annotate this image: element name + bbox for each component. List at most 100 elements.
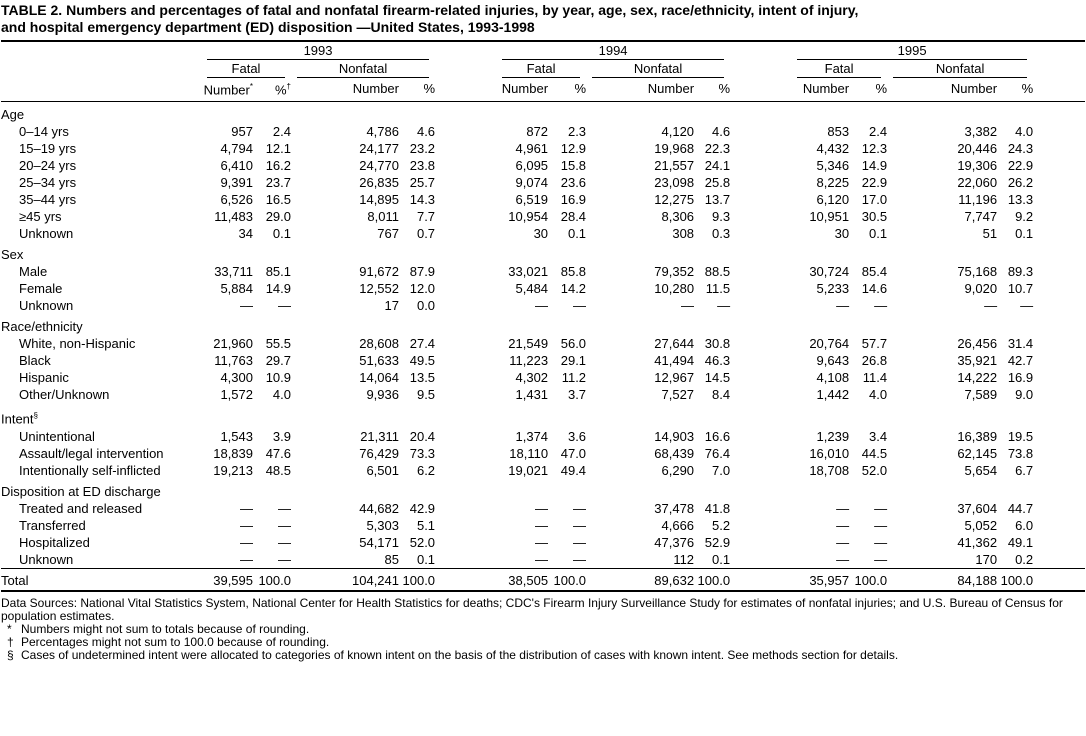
row-label: Male [19, 264, 48, 280]
cell: 52.0 [409, 534, 436, 550]
cell: 5,346 [816, 158, 850, 174]
cell: — [717, 298, 731, 314]
spacer [1033, 78, 1086, 103]
cell: 14.6 [861, 281, 888, 297]
cell: 23.6 [560, 175, 587, 191]
cell: 9,391 [220, 175, 253, 191]
cell: — [240, 500, 253, 516]
cell: 44,682 [359, 500, 399, 516]
spacer [435, 208, 496, 225]
cell: 872 [526, 124, 549, 140]
spacer [435, 78, 497, 103]
cell: 25.7 [409, 175, 436, 191]
cell: — [573, 517, 587, 533]
cell: 73.8 [1007, 445, 1034, 461]
cell: 19.5 [1007, 428, 1034, 444]
cell: 6.2 [416, 462, 436, 478]
data-row: Black 11,763 29.7 51,633 49.5 11,223 29.1 41,49… [1, 352, 1085, 369]
group-header: Nonfatal [297, 60, 430, 78]
data-row: Hospitalized — — 54,171 52.0 — — 47,376 52.9 — — 41… [1, 534, 1085, 551]
cell: 14.9 [861, 158, 888, 174]
cell: 38,505 [496, 567, 549, 592]
cell: 9.0 [1015, 387, 1034, 403]
cell: 20,764 [809, 336, 850, 352]
subhead: % [718, 80, 731, 96]
cell: 26,835 [359, 175, 399, 191]
cell: 35,957 [791, 567, 850, 592]
cell: 5,654 [964, 462, 998, 478]
cell: 4.6 [416, 124, 436, 140]
cell: 1,374 [515, 428, 549, 444]
cell: — [278, 534, 291, 550]
subhead-cell: % [548, 78, 587, 103]
row-label: Hospitalized [19, 534, 90, 550]
spacer [435, 123, 496, 140]
subhead-cell: % [997, 78, 1034, 103]
cell: 7,747 [964, 209, 998, 225]
cell: 170 [975, 551, 998, 567]
spacer [1033, 462, 1085, 479]
year-cell: 1993 [201, 41, 435, 60]
cell: 16.2 [265, 158, 291, 174]
cell: 11,223 [509, 353, 549, 369]
cell: 33,021 [508, 264, 549, 280]
group-cell: Nonfatal [586, 60, 730, 78]
cell: 2.4 [869, 124, 888, 140]
cell: 5,884 [220, 281, 253, 297]
cell: 17.0 [861, 192, 888, 208]
cell: 73.3 [409, 445, 436, 461]
cell: 51 [982, 226, 998, 242]
cell: — [573, 534, 587, 550]
spacer [1033, 297, 1085, 314]
spacer [1033, 225, 1085, 242]
spacer [435, 386, 496, 403]
cell: 9,020 [964, 281, 998, 297]
cell: 16,389 [957, 428, 998, 444]
spacer [730, 500, 791, 517]
cell: 0.2 [1015, 551, 1034, 567]
cell: 112 [673, 551, 695, 567]
spacer [435, 352, 496, 369]
spacer [435, 263, 496, 280]
cell: 6.0 [1015, 517, 1034, 533]
blank [1, 60, 201, 78]
cell: 0.1 [272, 226, 291, 242]
cell: 19,968 [654, 141, 695, 157]
subhead: % [274, 82, 287, 98]
cell: 28,608 [359, 336, 399, 352]
cell: 27.4 [409, 336, 436, 352]
footnote-symbol: § [7, 647, 14, 662]
spacer [1033, 517, 1085, 534]
cell: 767 [377, 226, 399, 242]
title-line: and hospital emergency department (ED) d… [1, 19, 535, 35]
cell: 4,108 [816, 370, 850, 386]
subhead-cell: Number* [201, 78, 253, 103]
cell: 85.1 [265, 264, 291, 280]
data-row: Hispanic 4,300 10.9 14,064 13.5 4,302 11.2 12,9… [1, 369, 1085, 386]
cell: 18,839 [213, 445, 253, 461]
spacer [435, 225, 496, 242]
cell: 10.7 [1007, 281, 1034, 297]
cell: — [836, 551, 850, 567]
spacer [1033, 263, 1085, 280]
group-header: Fatal [207, 60, 285, 78]
cell: 0.1 [712, 551, 731, 567]
cell: 3.9 [272, 428, 291, 444]
cell: 5.1 [416, 517, 436, 533]
data-row: Unknown 34 0.1 767 0.7 30 0.1 308 0.3 30 0.1 51 0.1 [1, 225, 1085, 242]
cell: — [874, 298, 888, 314]
cell: — [240, 517, 253, 533]
section-cell: Sex [1, 242, 1085, 263]
cell: 85.4 [861, 264, 888, 280]
cell: 4,786 [366, 124, 399, 140]
cell: 11,196 [958, 192, 998, 208]
cell: 12,275 [654, 192, 695, 208]
cell: 18,110 [509, 445, 549, 461]
data-row: Male 33,711 85.1 91,672 87.9 33,021 85.8 79,352… [1, 263, 1085, 280]
data-table: 1993 1994 1995 Fatal Nonfatal Fatal Nonfatal Fa… [1, 40, 1086, 592]
data-row: 15–19 yrs 4,794 12.1 24,177 23.2 4,961 12.9 19,… [1, 140, 1085, 157]
cell: 19,213 [213, 462, 253, 478]
spacer [435, 534, 496, 551]
spacer [435, 140, 496, 157]
subhead: % [423, 80, 436, 96]
